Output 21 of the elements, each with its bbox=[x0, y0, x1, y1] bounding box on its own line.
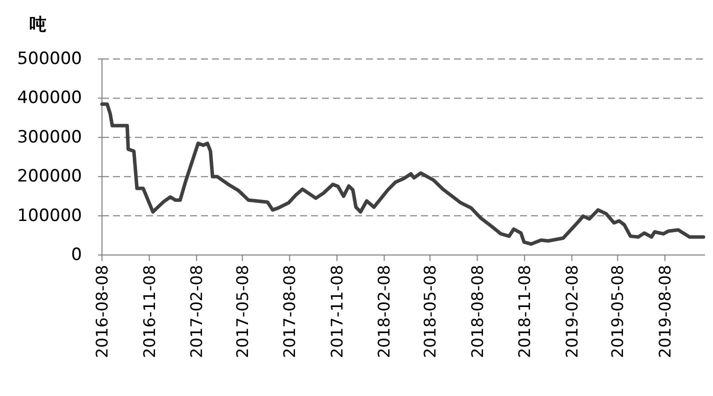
y-tick-label: 200000 bbox=[17, 166, 82, 187]
y-tick-label: 500000 bbox=[17, 49, 82, 69]
x-tick-label: 2017-11-08 bbox=[327, 265, 346, 358]
x-tick-label: 2019-05-08 bbox=[608, 265, 628, 358]
x-tick-label: 2017-02-08 bbox=[187, 265, 206, 358]
x-tick-label: 2019-02-08 bbox=[562, 265, 582, 358]
x-tick-label: 2017-08-08 bbox=[280, 265, 300, 358]
line-series bbox=[100, 102, 706, 246]
y-tick-label: 400000 bbox=[17, 88, 82, 108]
x-tick-label: 2018-08-08 bbox=[468, 265, 487, 358]
x-tick-label: 2018-05-08 bbox=[420, 265, 440, 358]
y-tick-label: 0 bbox=[71, 245, 82, 265]
x-tick-label: 2018-02-08 bbox=[374, 265, 394, 358]
y-axis-title: 吨 bbox=[30, 15, 46, 35]
y-tick-label: 300000 bbox=[17, 127, 82, 148]
y-tick-label: 100000 bbox=[17, 206, 82, 226]
x-tick-label: 2019-08-08 bbox=[655, 265, 674, 358]
x-tick-label: 2018-11-08 bbox=[515, 265, 534, 358]
x-tick-label: 2017-05-08 bbox=[232, 265, 252, 358]
x-tick-label: 2016-08-08 bbox=[92, 265, 112, 358]
x-tick-label: 2016-11-08 bbox=[140, 265, 159, 358]
